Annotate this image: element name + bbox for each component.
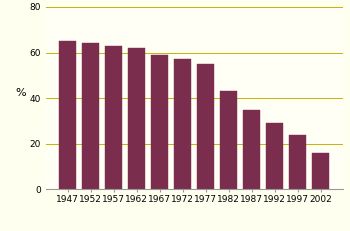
Bar <box>243 109 260 189</box>
Y-axis label: %: % <box>15 88 26 98</box>
Bar <box>266 123 284 189</box>
Bar <box>174 59 191 189</box>
Bar <box>82 43 99 189</box>
Bar <box>220 91 237 189</box>
Bar <box>197 64 215 189</box>
Bar <box>312 153 329 189</box>
Bar <box>105 46 122 189</box>
Bar <box>128 48 145 189</box>
Bar <box>289 135 307 189</box>
Bar <box>151 55 168 189</box>
Bar <box>59 41 76 189</box>
